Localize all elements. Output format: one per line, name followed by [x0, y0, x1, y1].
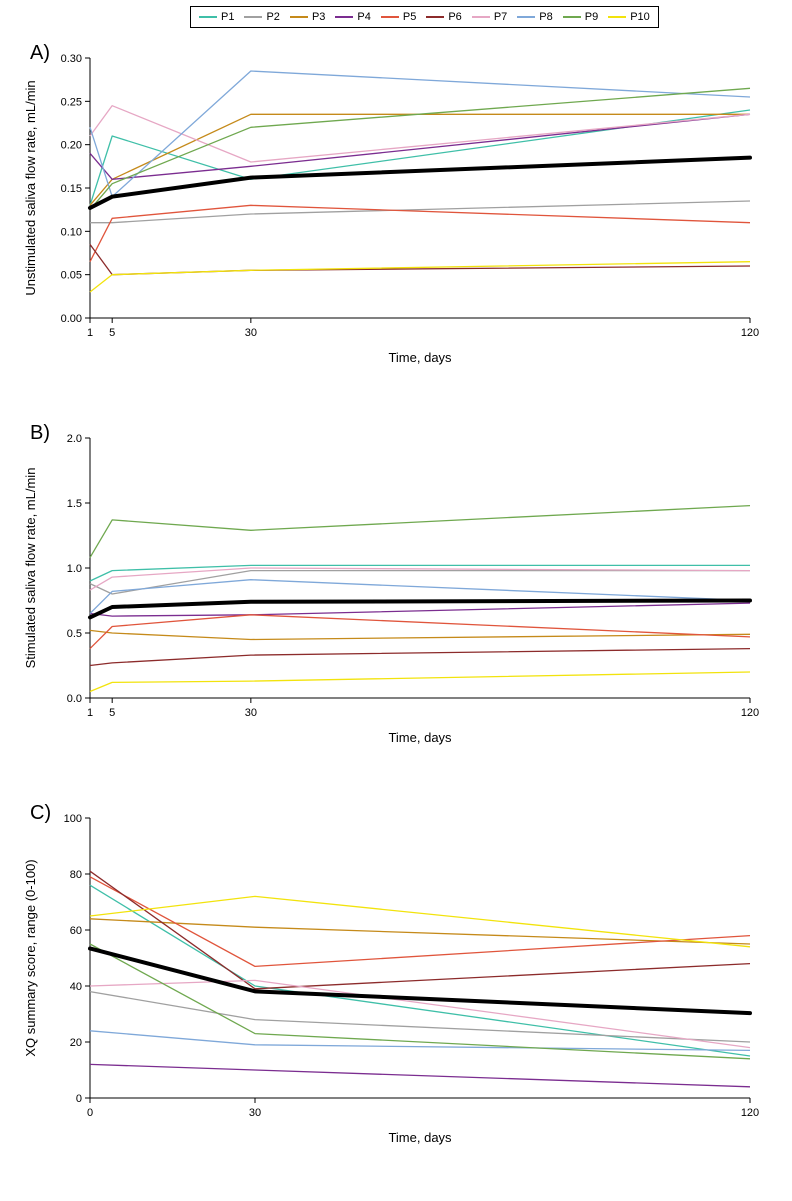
svg-text:1: 1: [87, 327, 93, 339]
svg-text:0.15: 0.15: [61, 183, 82, 195]
series-p8: [90, 580, 750, 614]
svg-text:120: 120: [741, 1107, 759, 1119]
svg-text:1.5: 1.5: [67, 498, 82, 510]
svg-text:0.00: 0.00: [61, 313, 82, 325]
series-p9: [90, 506, 750, 558]
svg-text:0: 0: [76, 1093, 82, 1105]
series-p4: [90, 1064, 750, 1086]
series-p3: [90, 630, 750, 639]
charts-svg: 0.000.050.100.150.200.250.301530120Time,…: [0, 0, 792, 1201]
svg-text:Unstimulated saliva flow rate,: Unstimulated saliva flow rate, mL/min: [23, 80, 38, 295]
svg-text:30: 30: [245, 327, 257, 339]
svg-text:100: 100: [64, 813, 82, 825]
series-p6: [90, 649, 750, 666]
series-p5: [90, 877, 750, 967]
svg-text:XQ summary score, range (0-100: XQ summary score, range (0-100): [23, 859, 38, 1056]
svg-text:0.10: 0.10: [61, 226, 82, 238]
svg-text:40: 40: [70, 981, 82, 993]
series-p1: [90, 565, 750, 581]
svg-text:0.0: 0.0: [67, 693, 82, 705]
series-p5: [90, 205, 750, 261]
series-p3: [90, 919, 750, 944]
svg-text:Stimulated saliva flow rate, m: Stimulated saliva flow rate, mL/min: [23, 468, 38, 669]
svg-text:120: 120: [741, 327, 759, 339]
series-p8: [90, 71, 750, 197]
svg-text:5: 5: [109, 327, 115, 339]
svg-text:0.25: 0.25: [61, 96, 82, 108]
svg-text:2.0: 2.0: [67, 433, 82, 445]
series-p1: [90, 885, 750, 1056]
svg-text:30: 30: [249, 1107, 261, 1119]
svg-text:0: 0: [87, 1107, 93, 1119]
series-p5: [90, 615, 750, 649]
svg-text:0.5: 0.5: [67, 628, 82, 640]
series-p2: [90, 571, 750, 594]
svg-text:120: 120: [741, 707, 759, 719]
series-p10: [90, 896, 750, 946]
svg-text:Time, days: Time, days: [388, 730, 452, 745]
svg-text:0.05: 0.05: [61, 270, 82, 282]
svg-text:20: 20: [70, 1037, 82, 1049]
svg-text:0.20: 0.20: [61, 140, 82, 152]
series-p10: [90, 672, 750, 692]
series-mean: [90, 158, 750, 208]
svg-text:1: 1: [87, 707, 93, 719]
series-p6: [90, 244, 750, 274]
svg-text:Time, days: Time, days: [388, 1130, 452, 1145]
svg-text:30: 30: [245, 707, 257, 719]
figure-container: P1P2P3P4P5P6P7P8P9P10 A) B) C) 0.000.050…: [0, 0, 792, 1201]
svg-text:Time, days: Time, days: [388, 350, 452, 365]
svg-text:80: 80: [70, 869, 82, 881]
svg-text:5: 5: [109, 707, 115, 719]
svg-text:0.30: 0.30: [61, 53, 82, 65]
svg-text:60: 60: [70, 925, 82, 937]
svg-text:1.0: 1.0: [67, 563, 82, 575]
